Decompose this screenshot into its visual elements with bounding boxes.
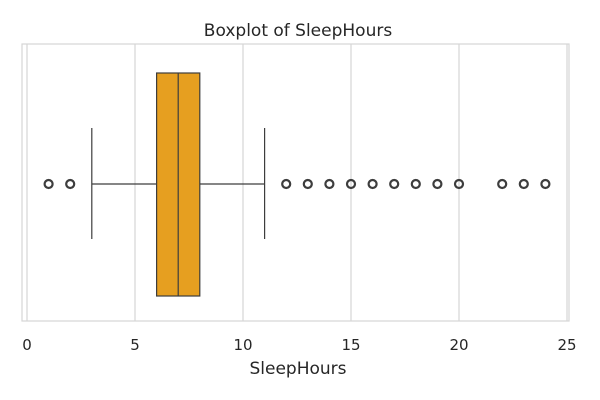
chart-title: Boxplot of SleepHours (204, 21, 393, 41)
outlier-point (367, 178, 378, 190)
outlier-point (65, 178, 76, 190)
outlier-point (43, 178, 54, 190)
x-tick-label: 0 (22, 336, 32, 354)
outlier-point (281, 178, 292, 190)
x-axis-ticks: 0 5 10 15 20 25 (22, 336, 576, 354)
outlier-point (432, 178, 443, 190)
outlier-point (324, 178, 335, 190)
outlier-point (518, 178, 529, 190)
outlier-point (540, 178, 551, 190)
outlier-point (497, 178, 508, 190)
outliers (43, 178, 551, 190)
box-plot (91, 72, 266, 297)
grid (26, 44, 568, 321)
x-tick-label: 20 (449, 336, 468, 354)
x-tick-label: 10 (233, 336, 252, 354)
x-tick-label: 15 (341, 336, 360, 354)
plot-frame (21, 43, 570, 322)
x-tick-label: 5 (130, 336, 140, 354)
outlier-point (453, 178, 465, 190)
outlier-point (389, 178, 400, 190)
outlier-point (345, 178, 357, 190)
x-axis-label: SleepHours (249, 359, 346, 379)
outlier-point (302, 178, 313, 190)
x-tick-label: 25 (557, 336, 576, 354)
outlier-point (410, 178, 421, 190)
